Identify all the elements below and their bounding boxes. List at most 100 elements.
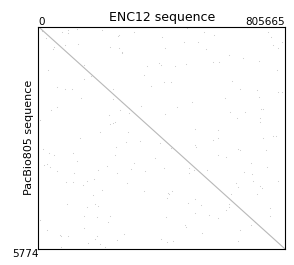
Point [126,130,130,134]
Point [47,165,52,169]
Title: ENC12 sequence: ENC12 sequence [108,11,215,24]
Point [85,205,90,209]
Point [84,179,89,184]
Point [240,56,245,60]
Point [105,220,110,224]
Point [192,167,197,172]
Point [70,151,75,155]
Point [141,189,146,193]
Point [167,192,171,196]
Point [264,164,269,169]
Point [228,192,233,197]
Point [235,239,240,243]
Point [250,172,255,176]
Point [42,163,47,167]
Point [82,226,87,230]
Point [79,95,83,100]
Point [72,171,76,175]
Point [157,61,161,65]
Point [96,167,100,172]
Point [235,185,240,189]
Point [145,64,149,68]
Point [216,128,221,132]
Point [268,214,273,218]
Point [260,136,265,141]
Point [46,68,51,72]
Point [113,120,118,124]
Point [203,47,208,51]
Point [206,213,211,217]
Point [270,134,275,138]
Point [108,213,113,218]
Point [202,30,207,34]
Point [64,179,69,184]
Point [63,43,67,48]
Point [124,181,129,185]
Point [64,201,69,206]
Point [132,161,136,166]
Point [160,34,165,39]
Point [40,28,45,33]
Point [184,224,188,229]
Point [97,242,102,246]
Point [55,85,60,89]
Point [182,40,186,44]
Point [260,107,265,111]
Point [274,68,279,72]
Point [238,87,242,91]
Point [58,234,63,238]
Point [164,215,169,219]
Point [110,121,115,125]
Point [70,87,75,91]
Point [224,155,229,159]
Point [211,60,216,64]
Point [200,231,204,235]
Point [148,83,153,88]
Text: 0: 0 [38,16,45,26]
Point [280,90,284,94]
Point [85,241,90,245]
Point [71,179,75,184]
Point [224,207,228,212]
Point [108,45,113,50]
Point [227,110,232,114]
Point [96,204,100,208]
Point [45,161,50,166]
Point [211,138,215,143]
Point [226,202,231,206]
Point [217,60,221,65]
Point [107,122,112,126]
Point [66,28,70,32]
Point [50,47,55,51]
Point [192,126,197,131]
Point [100,28,104,32]
Point [105,164,109,168]
Point [44,36,48,40]
Point [88,74,93,78]
Point [237,228,242,232]
Point [267,206,272,210]
Point [216,136,220,140]
Point [186,201,191,206]
Point [49,108,53,112]
Point [258,107,263,111]
Point [158,141,163,145]
Point [159,63,163,67]
Point [98,130,103,134]
Point [66,234,71,238]
Point [165,196,170,200]
Point [238,148,243,152]
Point [271,43,275,47]
Point [54,169,59,173]
Point [164,240,169,244]
Point [210,181,214,185]
Point [92,201,97,206]
Point [113,145,118,149]
Point [173,64,178,68]
Point [51,45,56,50]
Y-axis label: PacBio805 sequence: PacBio805 sequence [24,80,34,195]
Point [242,110,247,114]
Point [193,145,198,149]
Point [199,203,203,207]
Point [141,72,146,77]
